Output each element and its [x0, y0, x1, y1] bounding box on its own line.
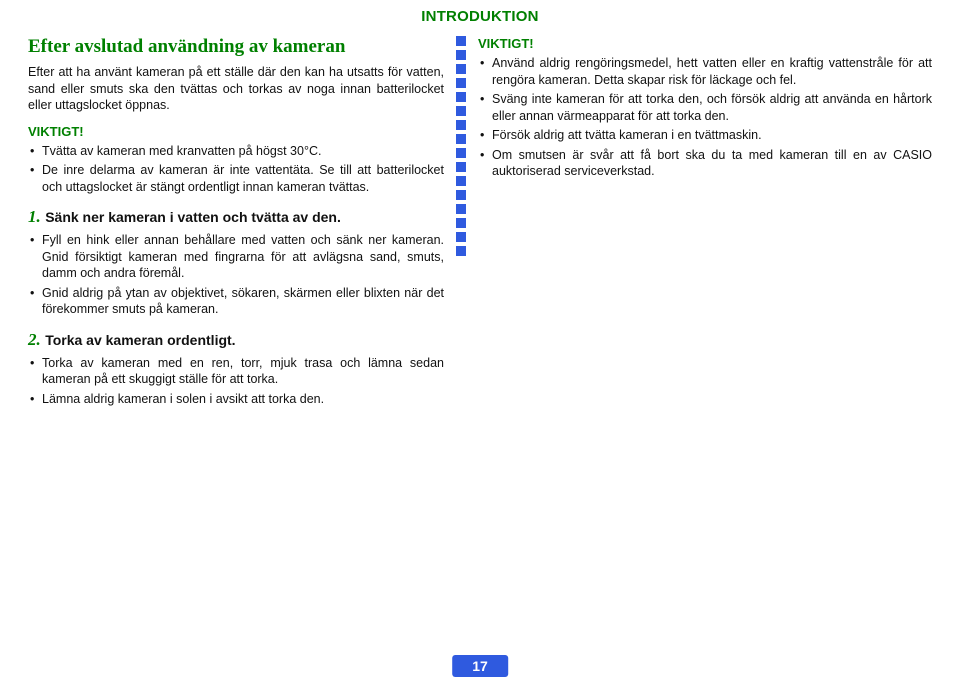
step-1-title: Sänk ner kameran i vatten och tvätta av … — [45, 209, 341, 225]
step-2-title: Torka av kameran ordentligt. — [45, 332, 235, 348]
viktigt-list-right: Använd aldrig rengöringsmedel, hett vatt… — [478, 55, 932, 180]
viktigt-label-right: VIKTIGT! — [478, 36, 932, 51]
list-item: Om smutsen är svår att få bort ska du ta… — [492, 147, 932, 180]
list-item: Tvätta av kameran med kranvatten på högs… — [42, 143, 444, 160]
list-item: Gnid aldrig på ytan av objektivet, sökar… — [42, 285, 444, 318]
intro-paragraph: Efter att ha använt kameran på ett ställ… — [28, 64, 444, 114]
page-number-badge: 17 — [452, 655, 508, 677]
step-2-list: Torka av kameran med en ren, torr, mjuk … — [28, 355, 444, 408]
list-item: Sväng inte kameran för att torka den, oc… — [492, 91, 932, 124]
right-column: VIKTIGT! Använd aldrig rengöringsmedel, … — [456, 36, 932, 419]
content-columns: Efter avslutad användning av kameran Eft… — [28, 36, 932, 419]
list-item: Torka av kameran med en ren, torr, mjuk … — [42, 355, 444, 388]
list-item: Lämna aldrig kameran i solen i avsikt at… — [42, 391, 444, 408]
list-item: Fyll en hink eller annan behållare med v… — [42, 232, 444, 282]
left-column: Efter avslutad användning av kameran Eft… — [28, 36, 456, 419]
step-1-number: 1. — [28, 207, 41, 226]
section-title: Efter avslutad användning av kameran — [28, 36, 444, 58]
page-header: INTRODUKTION — [0, 8, 960, 25]
list-item: De inre delarma av kameran är inte vatte… — [42, 162, 444, 195]
viktigt-list-left: Tvätta av kameran med kranvatten på högs… — [28, 143, 444, 196]
step-1-list: Fyll en hink eller annan behållare med v… — [28, 232, 444, 318]
viktigt-label-left: VIKTIGT! — [28, 124, 444, 139]
list-item: Använd aldrig rengöringsmedel, hett vatt… — [492, 55, 932, 88]
list-item: Försök aldrig att tvätta kameran i en tv… — [492, 127, 932, 144]
step-1-heading: 1. Sänk ner kameran i vatten och tvätta … — [28, 207, 444, 227]
step-2-heading: 2. Torka av kameran ordentligt. — [28, 330, 444, 350]
step-2-number: 2. — [28, 330, 41, 349]
